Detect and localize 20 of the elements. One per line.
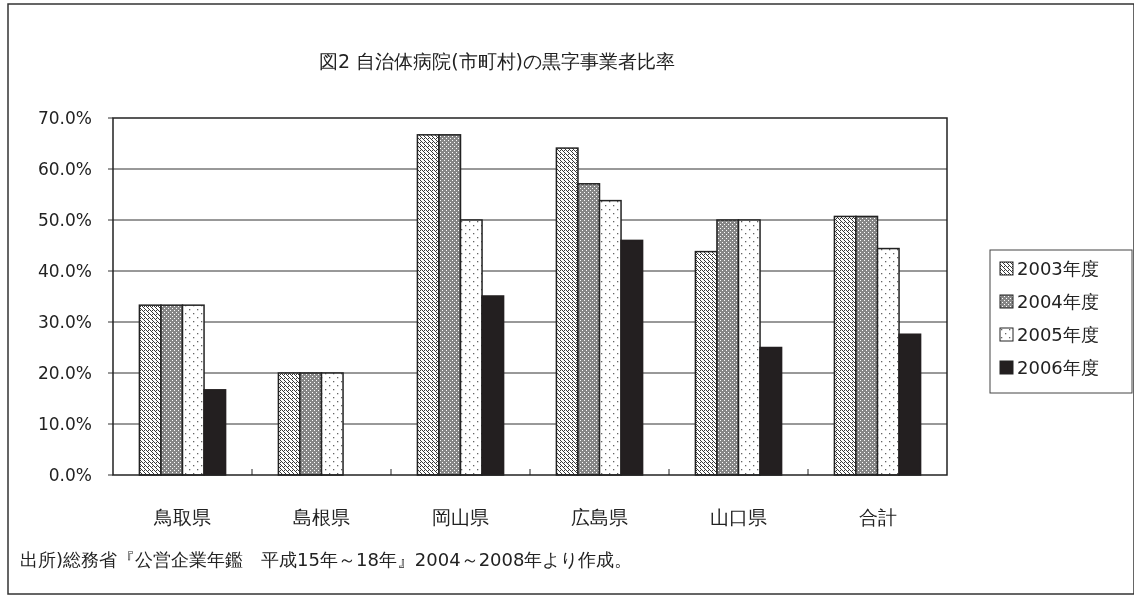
legend-label: 2004年度	[1017, 291, 1099, 312]
x-tick-label: 鳥取県	[153, 506, 211, 528]
y-tick-label: 30.0%	[37, 312, 92, 332]
y-tick-label: 60.0%	[37, 159, 92, 179]
legend-label: 2006年度	[1017, 357, 1099, 378]
x-tick-label: 合計	[858, 506, 897, 528]
chart-title: 図2 自治体病院(市町村)の黒字事業者比率	[319, 50, 675, 72]
y-tick-label: 70.0%	[37, 108, 92, 128]
y-tick-label: 20.0%	[37, 363, 92, 383]
x-tick-label: 広島県	[571, 506, 628, 528]
y-tick-label: 0.0%	[48, 465, 92, 485]
x-tick-label: 島根県	[293, 506, 350, 528]
y-tick-label: 40.0%	[37, 261, 92, 281]
text: 出所)総務省『公営企業年鑑 平成15年～18年』2004～2008年より作成。	[20, 549, 633, 570]
x-tick-label: 岡山県	[432, 506, 489, 528]
y-tick-label: 50.0%	[37, 210, 92, 230]
x-tick-label: 山口県	[710, 506, 767, 528]
y-tick-label: 10.0%	[37, 414, 92, 434]
legend-label: 2003年度	[1017, 258, 1099, 279]
legend-label: 2005年度	[1017, 324, 1099, 345]
